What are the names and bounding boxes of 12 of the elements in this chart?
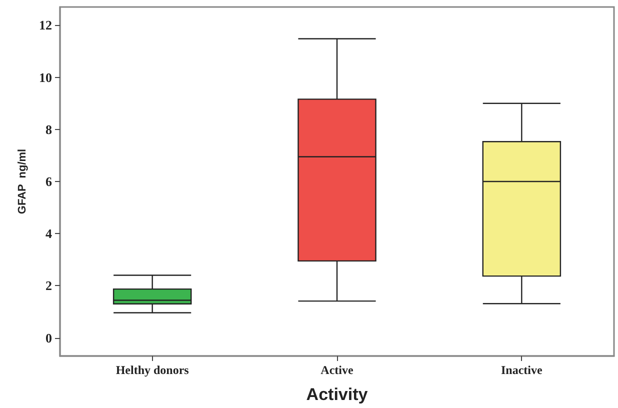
y-tick-label: 2 — [46, 278, 52, 294]
y-tick-label: 8 — [46, 122, 52, 137]
x-tick-label: Active — [320, 363, 354, 377]
x-axis-title: Activity — [306, 385, 368, 404]
y-tick-label: 12 — [39, 18, 52, 33]
x-tick-label: Inactive — [501, 363, 544, 377]
y-axis-title: GFAP ng/ml — [16, 148, 29, 214]
y-tick-label: 4 — [46, 226, 52, 242]
x-tick-label: Helthy donors — [116, 363, 190, 377]
y-tick-label: 0 — [46, 330, 52, 346]
y-tick-label: 10 — [39, 70, 52, 85]
y-tick-label: 6 — [46, 174, 52, 189]
